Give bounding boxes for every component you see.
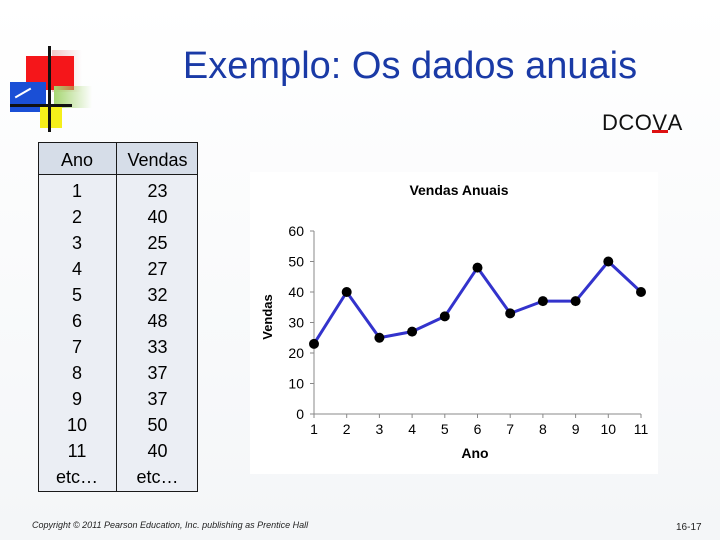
table-body	[38, 175, 198, 492]
corner-decoration-yellow-square	[40, 104, 62, 128]
data-point	[309, 338, 319, 349]
x-tick-label: 1	[310, 421, 318, 437]
table-header-vendas: Vendas	[127, 150, 188, 170]
table-vendas-cell: 48	[147, 311, 168, 331]
data-point	[570, 296, 581, 307]
table-column-vendas: 23 40 25 27 32 48 33 37 37 50 40 etc…	[117, 178, 198, 490]
y-axis-label: Vendas	[260, 294, 275, 340]
chart-title: Vendas Anuais	[409, 182, 508, 198]
x-tick-label: 4	[408, 421, 416, 437]
x-tick-label: 10	[601, 421, 617, 437]
table-vendas-cell: 40	[147, 207, 168, 227]
table-vendas-cell: 37	[147, 363, 168, 383]
x-axis-label: Ano	[461, 445, 488, 461]
chart-area: Vendas Anuais 0 10 20 30 40 50 60 1 2 3 4 5 6 7 8 9 10 11 A…	[250, 172, 658, 474]
copyright-notice: Copyright © 2011 Pearson Education, Inc.…	[32, 520, 309, 530]
y-tick-label: 20	[288, 345, 304, 361]
corner-decoration-vertical-line	[48, 46, 51, 132]
series-line	[312, 260, 643, 345]
table-ano-cell: 2	[71, 207, 82, 227]
x-tick-label: 7	[506, 421, 514, 437]
slide-title: Exemplo: Os dados anuais	[182, 45, 638, 87]
x-tick-label: 6	[474, 421, 482, 437]
table-ano-cell: 4	[71, 259, 82, 279]
data-point	[505, 308, 516, 319]
dcova-highlight: V	[652, 110, 668, 135]
data-point	[374, 332, 385, 343]
table-header	[38, 142, 198, 175]
corner-decoration-green-square	[54, 86, 92, 108]
table-ano-cell: 5	[71, 285, 82, 305]
table-vendas-cell: 27	[147, 259, 168, 279]
table-vendas-cell: 23	[147, 181, 168, 201]
table-ano-cell: 8	[71, 363, 82, 383]
table-ano-cell: 1	[71, 181, 82, 201]
x-tick-label: 3	[376, 421, 384, 437]
table-ano-cell: 3	[71, 233, 82, 253]
table-ano-cell: 6	[71, 311, 82, 331]
x-tick-label: 11	[634, 421, 649, 437]
data-point	[407, 326, 418, 337]
x-tick-label: 5	[441, 421, 449, 437]
line-chart: Vendas Anuais 0 10 20 30 40 50 60 1 2 3 4 5 6 7 8 9 10 11 A…	[260, 182, 649, 461]
y-tick-label: 50	[288, 254, 304, 270]
table-vendas-cell: 33	[147, 337, 168, 357]
table-header-ano: Ano	[60, 150, 94, 170]
table-vendas-cell: 40	[147, 441, 168, 461]
data-table: Ano Vendas 1 2 3 4 5 6 7 8 9 10 11 etc… 23 40 25 27 32 4…	[38, 142, 198, 492]
table-column-divider	[116, 142, 117, 492]
y-tick-label: 30	[288, 315, 304, 331]
dcova-label: DCOVA	[602, 110, 683, 136]
data-point	[439, 311, 450, 322]
page-number: 16-17	[676, 522, 702, 533]
table-vendas-cell: 37	[147, 389, 168, 409]
table-ano-cell: 9	[71, 389, 82, 409]
y-tick-label: 60	[288, 223, 304, 239]
table-ano-cell: 10	[66, 415, 88, 435]
table-column-ano: 1 2 3 4 5 6 7 8 9 10 11 etc…	[38, 178, 116, 490]
table-ano-cell: 7	[71, 337, 82, 357]
table-ano-cell: etc…	[55, 467, 98, 487]
table-vendas-cell: 25	[147, 233, 168, 253]
x-tick-label: 2	[343, 421, 351, 437]
data-point	[472, 262, 483, 273]
data-point	[341, 287, 352, 297]
table-vendas-cell: etc…	[136, 467, 179, 487]
data-point	[636, 287, 646, 297]
data-point	[537, 296, 548, 307]
data-point	[603, 256, 614, 267]
table-vendas-cell: 50	[147, 415, 168, 435]
dcova-prefix: DCO	[602, 110, 653, 135]
table-vendas-cell: 32	[147, 285, 168, 305]
y-tick-label: 0	[296, 406, 304, 422]
table-ano-cell: 11	[67, 441, 87, 461]
x-tick-label: 8	[539, 421, 547, 437]
x-tick-label: 9	[572, 421, 580, 437]
dcova-suffix: A	[667, 110, 683, 135]
corner-decoration-horizontal-line	[10, 104, 72, 107]
y-tick-label: 40	[288, 284, 304, 300]
y-tick-label: 10	[288, 376, 304, 392]
